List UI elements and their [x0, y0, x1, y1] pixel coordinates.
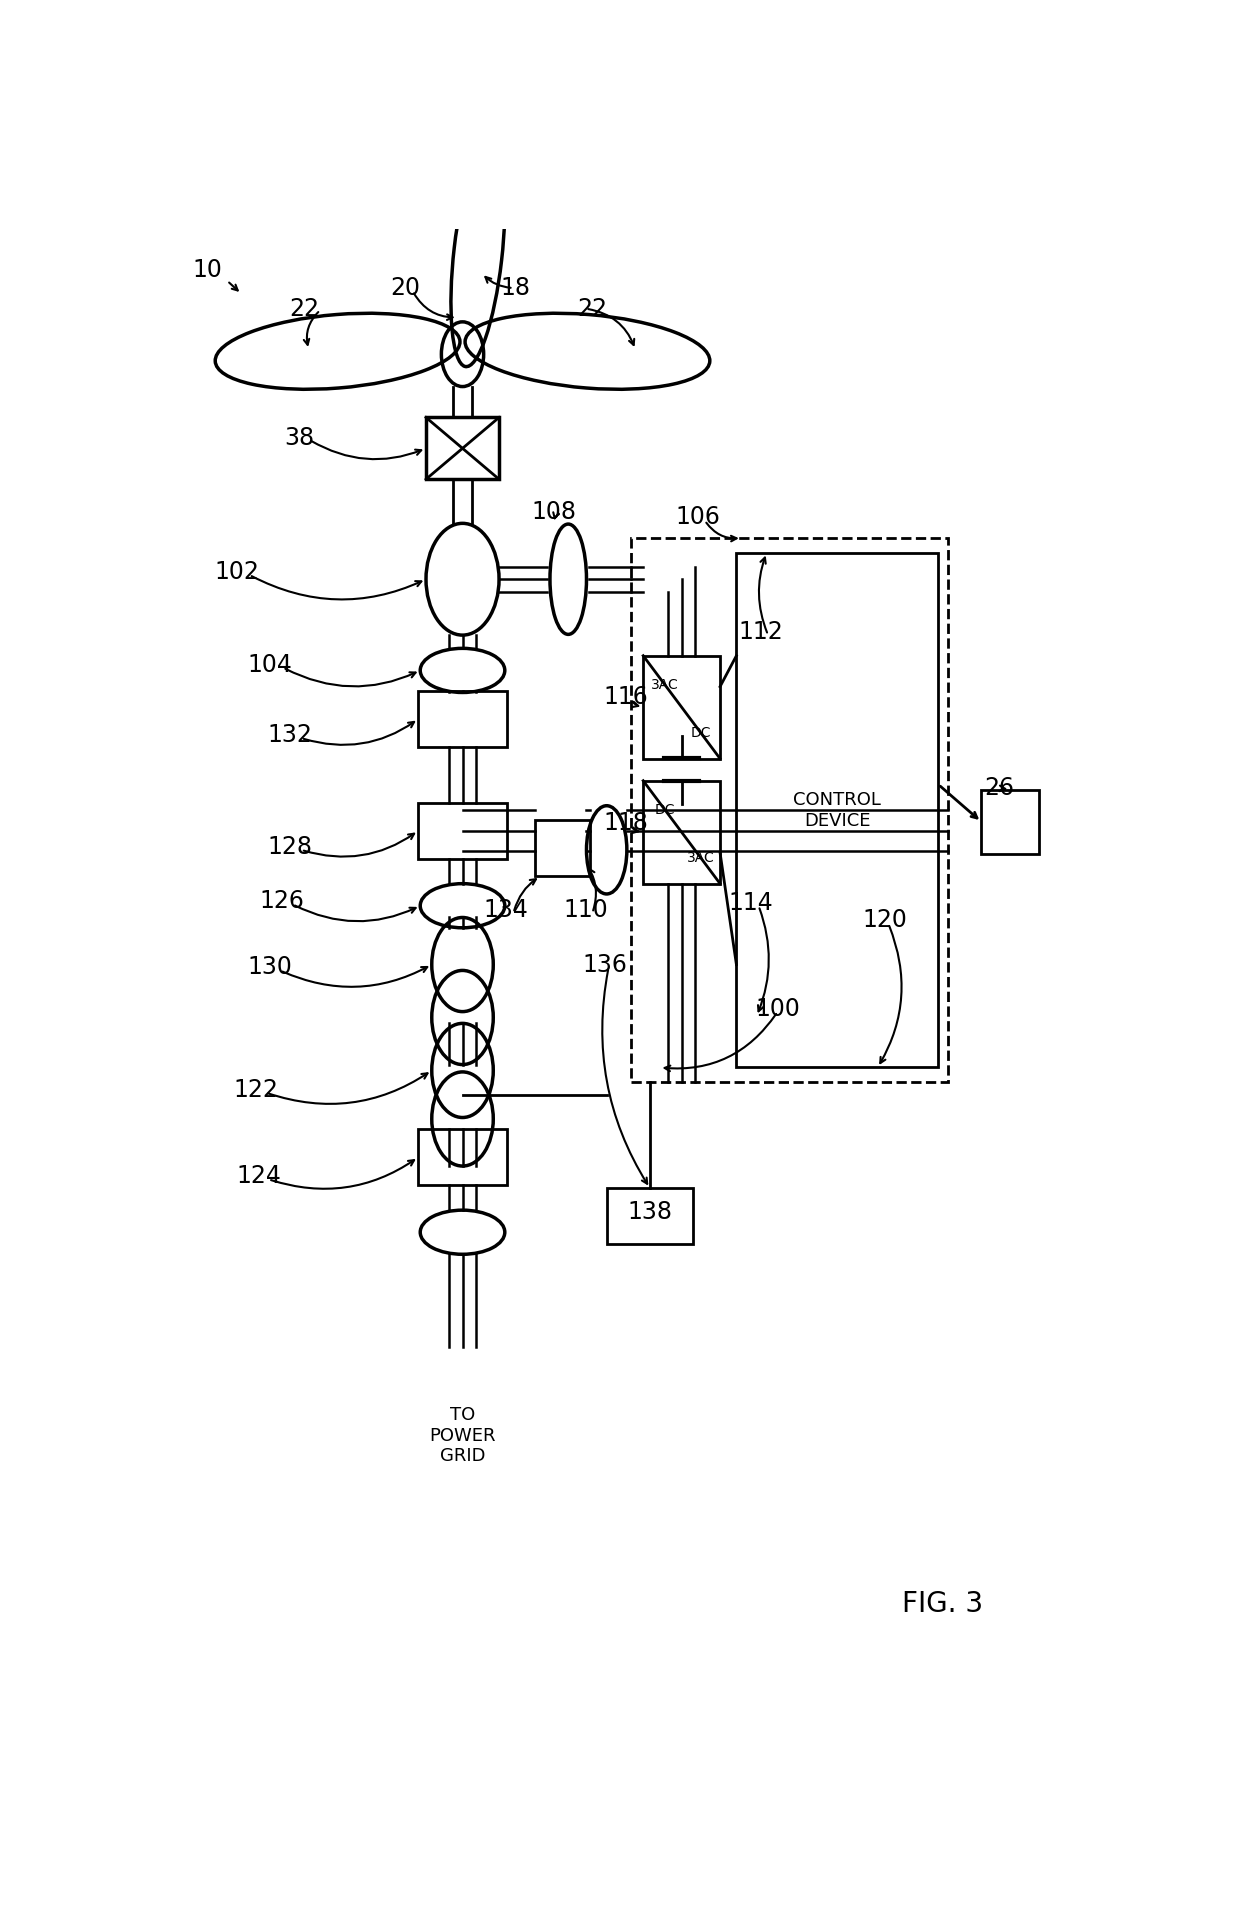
Text: 122: 122: [233, 1077, 278, 1102]
Text: 116: 116: [604, 686, 649, 709]
Text: DC: DC: [691, 726, 711, 739]
Text: 118: 118: [604, 812, 649, 835]
Bar: [427, 418, 498, 479]
Text: 108: 108: [531, 500, 577, 523]
Bar: [644, 655, 720, 758]
Text: 22: 22: [289, 296, 319, 321]
Text: 26: 26: [983, 775, 1014, 800]
Text: 134: 134: [484, 898, 528, 923]
Text: 120: 120: [863, 909, 908, 932]
Text: 102: 102: [215, 560, 259, 584]
Text: 114: 114: [728, 890, 774, 915]
Text: 100: 100: [755, 997, 800, 1020]
Text: CONTROL
DEVICE: CONTROL DEVICE: [794, 791, 882, 829]
Text: 104: 104: [248, 653, 293, 676]
Text: 138: 138: [627, 1199, 672, 1224]
Text: 106: 106: [676, 506, 720, 529]
Text: 112: 112: [738, 621, 782, 644]
Bar: [418, 1129, 507, 1184]
Text: 20: 20: [389, 277, 420, 300]
Text: DC: DC: [655, 802, 675, 817]
Bar: [982, 789, 1039, 854]
Text: 124: 124: [237, 1165, 281, 1188]
Bar: [631, 539, 947, 1083]
Bar: [737, 552, 939, 1068]
Text: FIG. 3: FIG. 3: [903, 1591, 983, 1618]
Text: 18: 18: [501, 277, 531, 300]
Bar: [418, 802, 507, 860]
Text: 136: 136: [583, 953, 627, 976]
Text: 130: 130: [248, 955, 293, 980]
Text: 10: 10: [193, 258, 223, 283]
Text: 3AC: 3AC: [687, 852, 714, 865]
Text: 22: 22: [578, 296, 608, 321]
Bar: [534, 821, 590, 877]
Bar: [644, 781, 720, 884]
Text: 126: 126: [259, 890, 304, 913]
Text: 38: 38: [284, 426, 314, 451]
Text: 110: 110: [563, 898, 608, 923]
Text: 3AC: 3AC: [651, 678, 678, 691]
Text: TO
POWER
GRID: TO POWER GRID: [429, 1406, 496, 1465]
Bar: [606, 1188, 693, 1243]
Text: 132: 132: [267, 724, 312, 747]
Text: 128: 128: [267, 835, 312, 860]
Bar: [418, 691, 507, 747]
